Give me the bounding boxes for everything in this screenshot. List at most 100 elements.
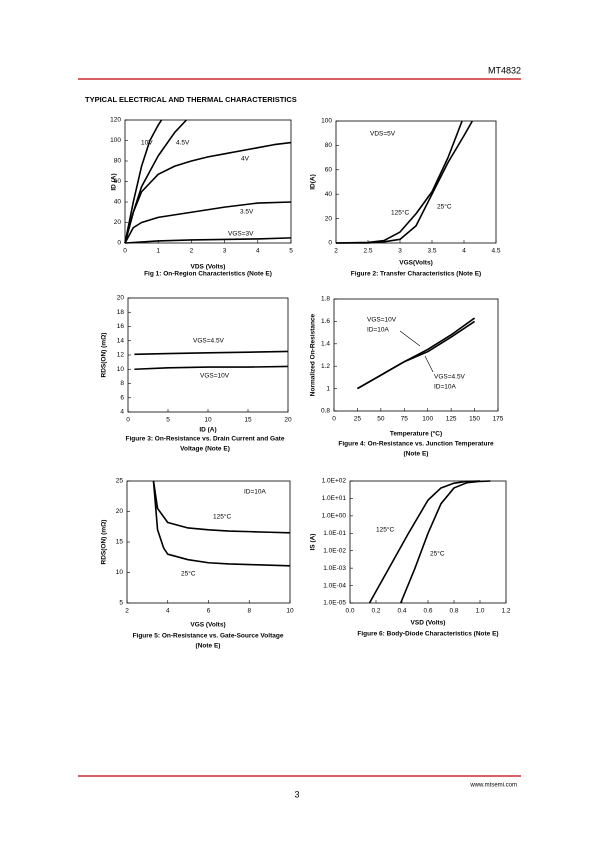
curve-annotation: 4V: [241, 156, 250, 163]
y-tick-label: 1.8: [321, 296, 330, 303]
y-tick-label: 10: [116, 569, 124, 576]
curve-annotation: VGS=10V: [367, 317, 397, 324]
y-tick-label: 1.2: [321, 363, 330, 370]
x-axis-title: VGS (Volts): [190, 622, 225, 629]
x-tick-label: 1: [156, 248, 160, 255]
curve: [124, 141, 292, 244]
x-axis-title: VDS (Volts): [191, 264, 226, 271]
x-tick-label: 6: [207, 608, 211, 615]
curve-annotation: 125°C: [391, 209, 409, 217]
y-tick-label: 0: [328, 240, 332, 247]
curve: [152, 480, 291, 567]
curve-annotation: 4.5V: [176, 140, 190, 147]
y-tick-label: 1.0E+01: [322, 495, 347, 502]
curve-annotation: 125°C: [376, 526, 394, 534]
section-title: TYPICAL ELECTRICAL AND THERMAL CHARACTER…: [85, 95, 297, 104]
plot-frame: [124, 119, 292, 244]
x-tick-label: 50: [377, 416, 385, 423]
website: www.mtsemi.com: [469, 783, 517, 789]
curve: [134, 365, 289, 371]
x-tick-label: 20: [284, 417, 292, 424]
figure-caption: (Note E): [404, 451, 429, 458]
x-tick-label: 5: [166, 417, 170, 424]
x-tick-label: 2.5: [363, 248, 372, 255]
x-tick-label: 0.8: [449, 608, 458, 615]
x-tick-label: 4: [166, 608, 170, 615]
x-tick-label: 150: [469, 416, 480, 423]
curve-annotation: VGS=4.5V: [434, 374, 466, 381]
figure-caption: Figure 5: On-Resistance vs. Gate-Source …: [133, 633, 284, 640]
x-tick-label: 4: [256, 248, 260, 255]
x-tick-label: 4.5: [491, 248, 500, 255]
leader-arrow: [399, 330, 421, 347]
figure-caption: Voltage (Note E): [180, 446, 230, 453]
x-tick-label: 3: [398, 248, 402, 255]
y-tick-label: 1.0E-01: [323, 530, 346, 537]
y-tick-label: 5: [119, 600, 123, 607]
figure-caption: Figure 6: Body-Diode Characteristics (No…: [357, 631, 498, 638]
x-tick-label: 2: [334, 248, 338, 255]
figure-caption: (Note E): [196, 643, 221, 650]
x-axis-title: ID (A): [199, 427, 216, 434]
curve: [335, 120, 463, 244]
x-tick-label: 0.0: [345, 608, 354, 615]
y-axis-title: Normalized On-Resistance: [310, 313, 317, 396]
y-tick-label: 0: [117, 240, 121, 247]
y-tick-label: 6: [120, 394, 124, 401]
x-tick-label: 3: [223, 248, 227, 255]
curve-annotation: 25°C: [430, 550, 445, 558]
part-number: MT4832: [488, 65, 521, 75]
y-tick-label: 20: [116, 508, 124, 515]
curve: [134, 350, 289, 356]
y-tick-label: 80: [114, 158, 122, 165]
x-tick-label: 1.0: [475, 608, 484, 615]
y-tick-label: 14: [117, 337, 125, 344]
curve: [357, 320, 476, 390]
y-tick-label: 1.6: [321, 318, 330, 325]
x-tick-label: 2: [190, 248, 194, 255]
x-tick-label: 0: [126, 417, 130, 424]
leader-arrow: [424, 355, 434, 373]
y-tick-label: 40: [114, 199, 122, 206]
curve-annotation: 25°C: [181, 570, 196, 578]
y-tick-label: 20: [117, 295, 125, 302]
x-tick-label: 1.2: [501, 608, 510, 615]
y-tick-label: 1.0E+02: [322, 478, 347, 485]
curve: [336, 120, 474, 244]
y-tick-label: 120: [110, 117, 121, 124]
y-tick-label: 18: [117, 309, 125, 316]
y-axis-title: ID(A): [310, 174, 317, 190]
y-tick-label: 4: [120, 409, 124, 416]
y-tick-label: 1.0E-02: [323, 547, 346, 554]
x-tick-label: 75: [401, 416, 409, 423]
x-tick-label: 0: [332, 416, 336, 423]
curve: [368, 480, 481, 604]
figure-caption: Figure 3: On-Resistance vs. Drain Curren…: [126, 436, 285, 443]
y-tick-label: 25: [116, 478, 124, 485]
y-tick-label: 0.8: [321, 408, 330, 415]
x-tick-label: 100: [422, 416, 433, 423]
y-tick-label: 1.0E-04: [323, 582, 346, 589]
curve-annotation: 25°C: [437, 203, 452, 211]
x-tick-label: 3.5: [427, 248, 436, 255]
x-tick-label: 175: [493, 416, 504, 423]
y-tick-label: 8: [120, 380, 124, 387]
y-axis-title: RDS(ON) (mΩ): [101, 333, 108, 378]
y-tick-label: 60: [325, 167, 333, 174]
y-tick-label: 1.0E+00: [322, 513, 347, 520]
y-axis-title: RDS(ON) (mΩ): [101, 520, 108, 565]
curve-annotation: VDS=5V: [370, 131, 396, 138]
y-tick-label: 1.0E-03: [323, 565, 346, 572]
y-tick-label: 100: [110, 137, 121, 144]
x-tick-label: 8: [247, 608, 251, 615]
y-tick-label: 1: [326, 385, 330, 392]
x-tick-label: 0: [123, 248, 127, 255]
x-tick-label: 0.2: [371, 608, 380, 615]
x-tick-label: 5: [289, 248, 293, 255]
plot-frame: [333, 298, 499, 412]
curve: [124, 237, 292, 244]
y-tick-label: 80: [325, 142, 333, 149]
x-tick-label: 0.6: [423, 608, 432, 615]
